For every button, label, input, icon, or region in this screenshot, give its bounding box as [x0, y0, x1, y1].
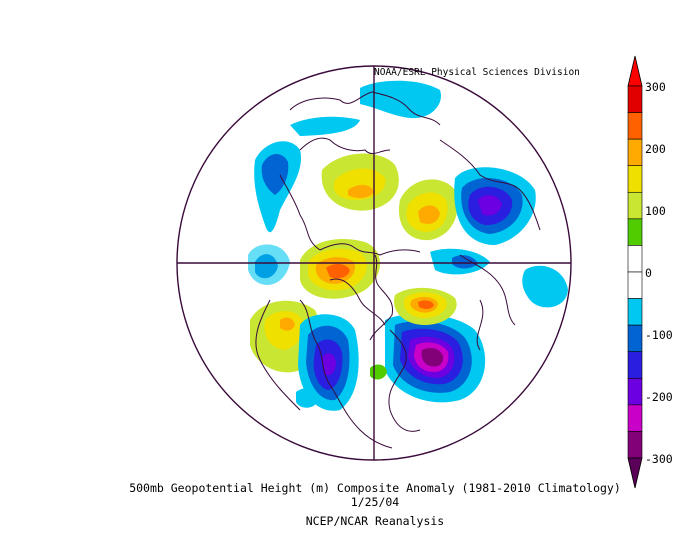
anomaly-region	[290, 116, 360, 136]
colorbar-segment	[627, 218, 643, 246]
anomaly-region	[264, 311, 304, 350]
colorbar-segment	[627, 191, 643, 220]
figure-title: 500mb Geopotential Height (m) Composite …	[129, 481, 621, 495]
colorbar-segment	[627, 298, 643, 326]
anomaly-region	[248, 244, 290, 285]
anomaly-region	[261, 154, 289, 195]
colorbar-segment	[627, 85, 643, 113]
coastline	[329, 278, 386, 326]
colorbar-segment	[627, 377, 643, 406]
anomaly-region	[421, 348, 444, 367]
anomaly-region	[478, 195, 502, 216]
coastline	[255, 299, 301, 411]
colorbar-segment	[627, 324, 643, 353]
colorbar-segment	[627, 351, 643, 379]
coastline	[299, 299, 393, 449]
colorbar-segment	[627, 112, 643, 140]
colorbar-segment	[627, 138, 643, 167]
coastline	[289, 91, 441, 126]
colorbar-segment	[627, 271, 643, 299]
coastline	[388, 329, 421, 432]
anomaly-region	[522, 265, 568, 308]
anomaly-region	[296, 388, 318, 408]
anomaly-region	[452, 255, 478, 269]
colorbar-segment	[627, 245, 643, 273]
colorbar-segment	[627, 431, 643, 459]
figure-date: 1/25/04	[350, 495, 400, 509]
colorbar-arrow-top	[627, 55, 643, 87]
anomaly-region	[418, 205, 440, 224]
colorbar-arrow-bottom	[627, 457, 643, 489]
coastline	[299, 137, 391, 155]
anomaly-region	[348, 184, 374, 199]
colorbar-tick-label: -200	[645, 390, 673, 404]
coastline	[369, 254, 394, 341]
colorbar-tick-label: 300	[645, 80, 666, 94]
colorbar-tick-label: -300	[645, 452, 673, 466]
anomaly-region	[280, 317, 295, 331]
colorbar-segment	[627, 404, 643, 432]
credit-text: NOAA/ESRL Physical Sciences Division	[374, 67, 580, 78]
anomaly-region	[326, 264, 350, 279]
coastline	[476, 299, 484, 351]
colorbar-tick-label: 0	[645, 266, 652, 280]
anomaly-region	[418, 300, 434, 310]
colorbar-tick-label: -100	[645, 328, 673, 342]
colorbar-tick-label: 200	[645, 142, 666, 156]
coastline	[319, 243, 421, 256]
anomaly-region	[370, 364, 387, 380]
anomaly-region	[322, 353, 336, 376]
colorbar-segment	[627, 165, 643, 193]
coastline	[279, 174, 321, 251]
figure-source: NCEP/NCAR Reanalysis	[305, 514, 445, 528]
coastline	[439, 139, 541, 231]
colorbar-tick-label: 100	[645, 204, 666, 218]
anomaly-region	[360, 80, 441, 119]
anomaly-contours	[248, 80, 568, 411]
colorbar	[627, 55, 643, 489]
